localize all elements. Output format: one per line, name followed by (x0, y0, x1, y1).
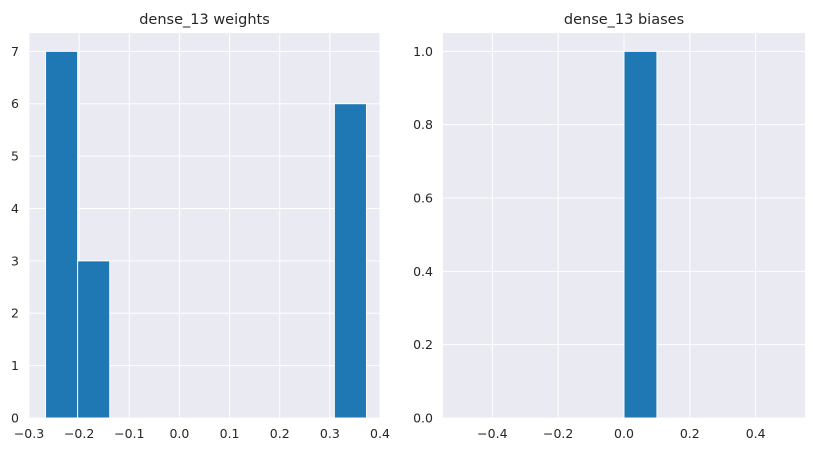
y-tick-label-weights-1: 1 (11, 358, 19, 373)
x-tick-label-weights-0: −0.3 (14, 426, 44, 441)
bars-weights (45, 50, 367, 419)
y-tick-label-weights-0: 0 (11, 411, 19, 426)
y-tick-label-biases-2: 0.4 (413, 264, 433, 279)
y-ticks-weights: 0 1 2 3 4 5 6 7 (11, 44, 19, 426)
y-tick-label-biases-1: 0.2 (413, 337, 433, 352)
x-tick-label-weights-2: −0.1 (114, 426, 144, 441)
y-ticks-biases: 0.0 0.2 0.4 0.6 0.8 1.0 (413, 44, 433, 426)
chart-title-weights: dense_13 weights (139, 12, 270, 28)
x-tick-label-biases-2: 0.0 (614, 426, 634, 441)
x-tick-label-biases-3: 0.2 (680, 426, 700, 441)
y-tick-label-biases-5: 1.0 (413, 44, 433, 59)
y-tick-label-weights-3: 3 (11, 253, 19, 268)
bars-biases (623, 50, 658, 419)
y-tick-label-biases-0: 0.0 (413, 411, 433, 426)
histogram-bar-weights-9 (333, 103, 367, 419)
y-tick-label-weights-6: 6 (11, 96, 19, 111)
chart-title-biases: dense_13 biases (564, 12, 684, 28)
x-tick-label-biases-4: 0.4 (746, 426, 766, 441)
x-tick-label-weights-7: 0.4 (370, 426, 390, 441)
x-tick-label-weights-3: 0.0 (169, 426, 189, 441)
chart-biases: −0.4 −0.2 0.0 0.2 0.4 0.0 0.2 0.4 0.6 0.8 1.0 den… (413, 12, 805, 441)
y-tick-label-weights-4: 4 (11, 201, 19, 216)
histogram-bar-weights-1 (77, 260, 111, 419)
x-tick-label-biases-1: −0.2 (543, 426, 573, 441)
x-tick-label-weights-1: −0.2 (64, 426, 94, 441)
x-tick-label-weights-4: 0.1 (220, 426, 240, 441)
x-ticks-weights: −0.3 −0.2 −0.1 0.0 0.1 0.2 0.3 0.4 (14, 426, 390, 441)
y-tick-label-biases-4: 0.8 (413, 117, 433, 132)
y-tick-label-weights-2: 2 (11, 306, 19, 321)
x-ticks-biases: −0.4 −0.2 0.0 0.2 0.4 (477, 426, 765, 441)
histogram-bar-biases-0 (623, 50, 658, 419)
y-tick-label-biases-3: 0.6 (413, 191, 433, 206)
chart-weights: −0.3 −0.2 −0.1 0.0 0.1 0.2 0.3 0.4 0 1 2 3 4 5 6 7 den… (11, 12, 390, 441)
x-tick-label-biases-0: −0.4 (477, 426, 507, 441)
y-tick-label-weights-7: 7 (11, 44, 19, 59)
histogram-bar-weights-0 (45, 50, 79, 419)
y-tick-label-weights-5: 5 (11, 149, 19, 164)
x-tick-label-weights-5: 0.2 (270, 426, 290, 441)
x-tick-label-weights-6: 0.3 (320, 426, 340, 441)
